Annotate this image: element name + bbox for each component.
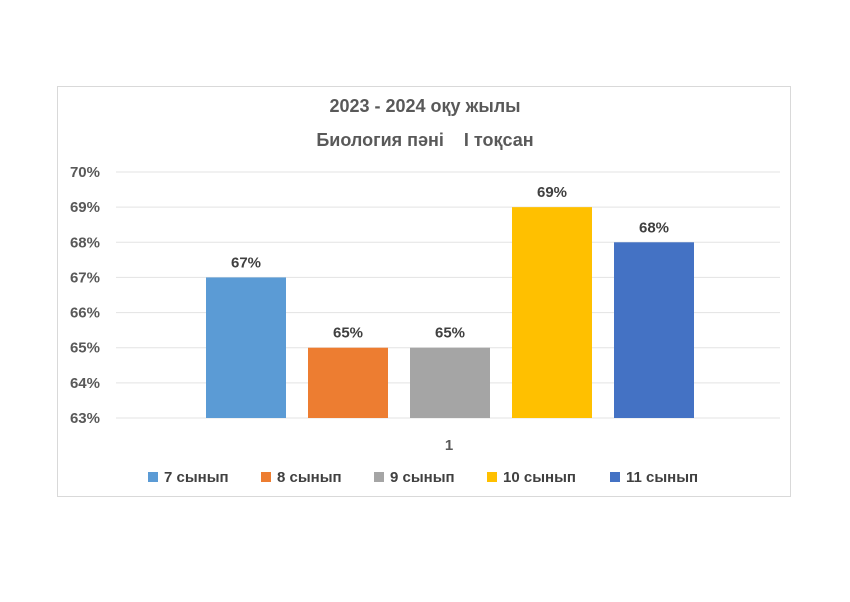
y-tick-label: 65% xyxy=(70,340,100,357)
y-tick-label: 69% xyxy=(70,199,100,216)
data-label: 65% xyxy=(435,325,465,342)
data-label: 68% xyxy=(639,219,669,236)
x-tick-label: 1 xyxy=(445,437,453,454)
chart-subtitle: Биология пәні І тоқсан xyxy=(316,130,533,150)
data-label: 65% xyxy=(333,325,363,342)
data-label: 67% xyxy=(231,254,261,271)
legend-swatch xyxy=(610,472,620,482)
y-tick-label: 68% xyxy=(70,234,100,251)
y-tick-label: 70% xyxy=(70,164,100,181)
y-tick-label: 67% xyxy=(70,269,100,286)
data-label: 69% xyxy=(537,184,567,201)
bar-11-сынып xyxy=(614,242,694,418)
legend: 7 сынып 8 сынып 9 сынып 10 сынып 11 сынып xyxy=(148,469,698,486)
bar-8-сынып xyxy=(308,347,388,418)
data-labels: 67% 65% 65% 69% 68% xyxy=(231,184,669,342)
legend-swatch xyxy=(374,472,384,482)
y-tick-label: 66% xyxy=(70,305,100,322)
legend-label: 7 сынып xyxy=(164,469,229,486)
bars xyxy=(206,207,694,418)
y-tick-label: 63% xyxy=(70,410,100,427)
legend-label: 10 сынып xyxy=(503,469,576,486)
legend-label: 9 сынып xyxy=(390,469,455,486)
y-tick-label: 64% xyxy=(70,375,100,392)
bar-7-сынып xyxy=(206,277,286,418)
bar-10-сынып xyxy=(512,207,592,418)
legend-label: 8 сынып xyxy=(277,469,342,486)
chart-title: 2023 - 2024 оқу жылы xyxy=(329,96,520,116)
legend-swatch xyxy=(148,472,158,482)
y-axis-ticks: 63% 64% 65% 66% 67% 68% 69% 70% xyxy=(70,164,100,427)
legend-label: 11 сынып xyxy=(626,469,698,486)
bar-9-сынып xyxy=(410,347,490,418)
legend-swatch xyxy=(261,472,271,482)
legend-swatch xyxy=(487,472,497,482)
